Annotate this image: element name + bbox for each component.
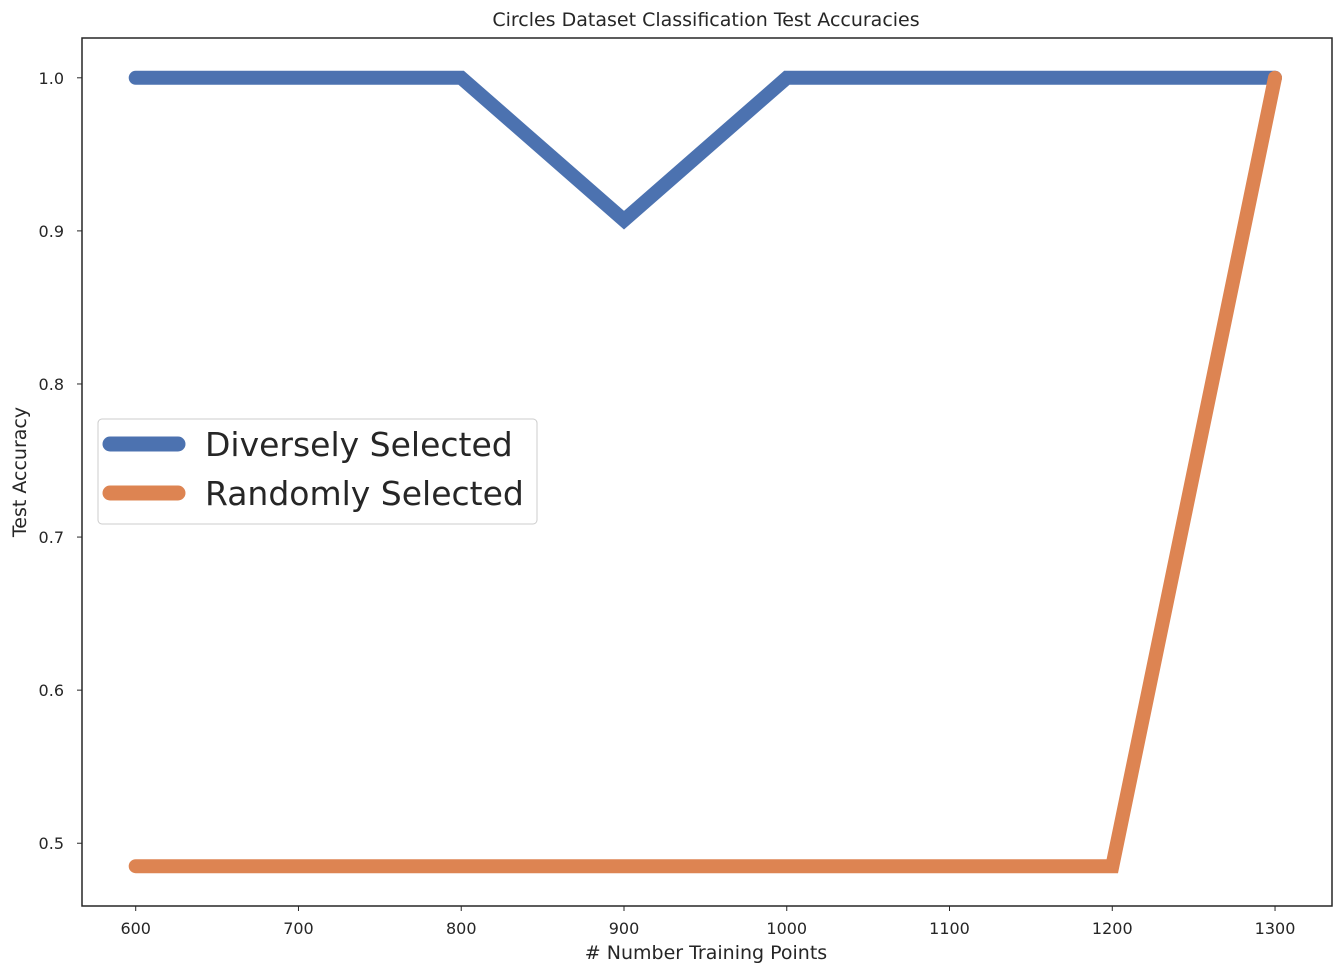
y-tick-label: 1.0	[39, 69, 64, 88]
legend-label-randomly-selected: Randomly Selected	[205, 474, 524, 513]
y-tick-label: 0.5	[39, 834, 64, 853]
chart-title: Circles Dataset Classification Test Accu…	[492, 9, 919, 31]
x-tick-label: 1100	[929, 919, 970, 938]
x-axis-label: # Number Training Points	[585, 942, 827, 964]
x-tick-label: 1200	[1092, 919, 1133, 938]
y-tick-label: 0.8	[39, 375, 64, 394]
y-tick-label: 0.9	[39, 222, 64, 241]
legend-label-diversely-selected: Diversely Selected	[205, 425, 513, 464]
legend: Diversely Selected Randomly Selected	[98, 419, 537, 524]
x-tick-label: 700	[283, 919, 314, 938]
y-tick-label: 0.7	[39, 528, 64, 547]
x-tick-label: 600	[120, 919, 151, 938]
x-tick-label: 1300	[1255, 919, 1296, 938]
x-tick-label: 800	[446, 919, 477, 938]
x-tick-label: 900	[609, 919, 640, 938]
y-axis-label: Test Accuracy	[9, 407, 31, 538]
y-tick-label: 0.6	[39, 681, 64, 700]
x-tick-label: 1000	[766, 919, 807, 938]
